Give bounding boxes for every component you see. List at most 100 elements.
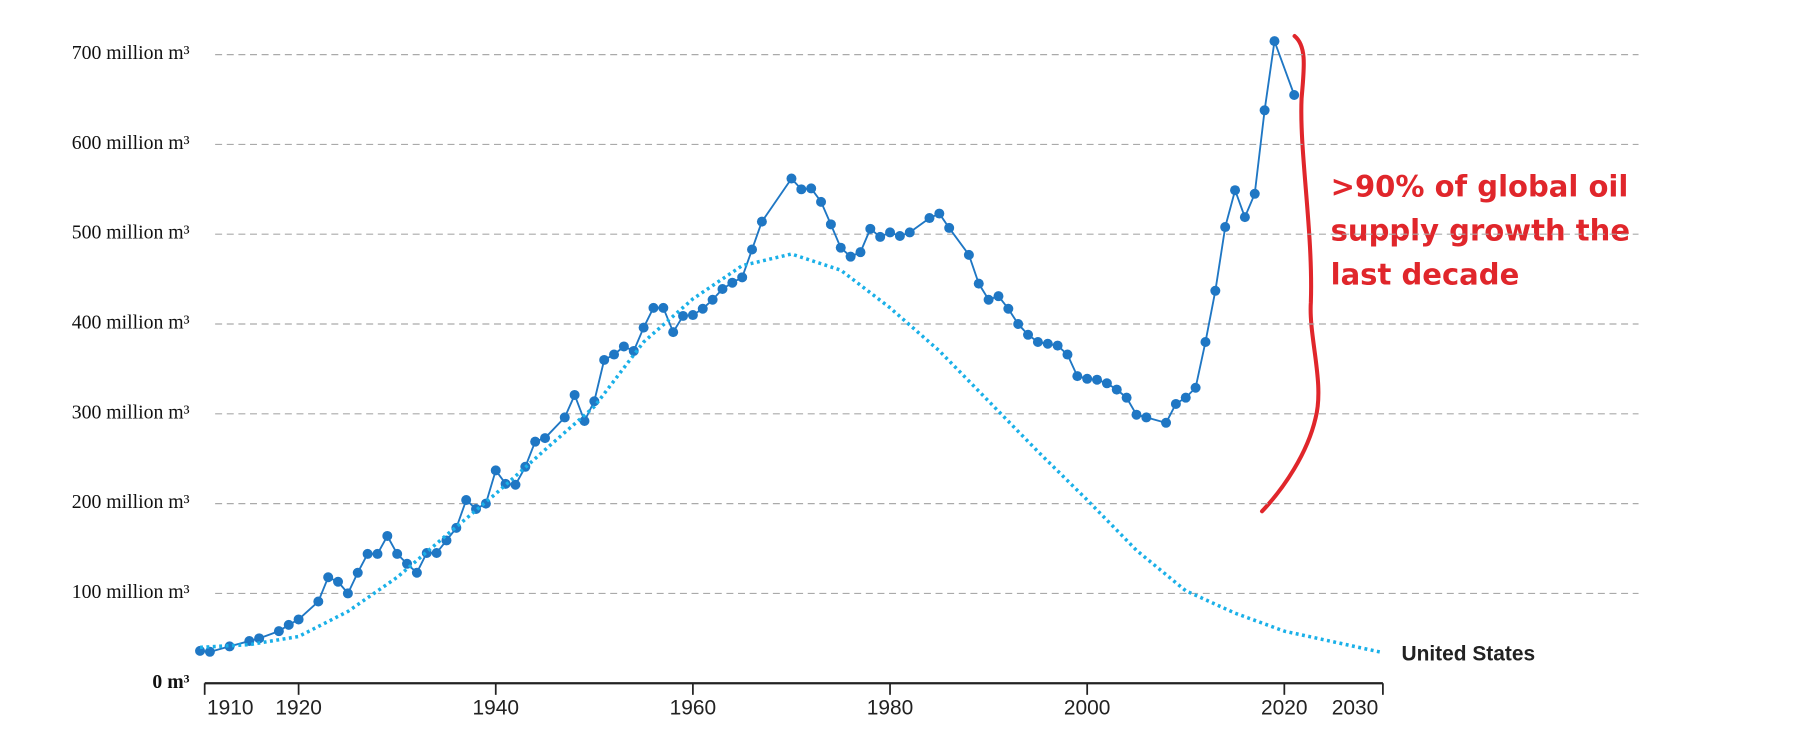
data-point (737, 272, 748, 283)
data-point (845, 251, 856, 262)
data-point (490, 465, 501, 476)
data-point (816, 196, 827, 207)
data-point (273, 626, 284, 637)
data-point (559, 412, 570, 423)
annotation: >90% of global oil supply growth the las… (1330, 169, 1631, 292)
data-point (796, 184, 807, 195)
data-point (1180, 392, 1191, 403)
data-point (1289, 90, 1300, 101)
y-tick-label: 500 million m³ (72, 222, 190, 244)
data-point (1013, 319, 1024, 330)
data-point (1200, 336, 1211, 347)
data-point (963, 249, 974, 260)
data-point (392, 548, 403, 559)
data-point (599, 354, 610, 365)
data-point (875, 231, 886, 242)
y-tick-label: 100 million m³ (72, 581, 190, 603)
data-point (1161, 417, 1172, 428)
data-point (1003, 303, 1014, 314)
y-tick-label: 600 million m³ (72, 132, 190, 154)
data-point (510, 479, 521, 490)
data-point (993, 291, 1004, 302)
data-point (1259, 105, 1270, 116)
data-point (352, 567, 363, 578)
data-point (668, 327, 679, 338)
y-tick-label: 200 million m³ (72, 491, 190, 513)
data-point (865, 223, 876, 234)
data-point (362, 548, 373, 559)
data-point (1101, 378, 1112, 389)
data-point (254, 633, 265, 644)
data-point (195, 645, 206, 656)
data-point (678, 310, 689, 321)
data-point (825, 219, 836, 230)
data-point (973, 278, 984, 289)
data-point (934, 208, 945, 219)
x-tick-label: 1910 (207, 696, 254, 719)
data-point (283, 619, 294, 630)
data-point (530, 436, 541, 447)
data-point (1239, 212, 1250, 223)
data-point (687, 310, 698, 321)
data-point (342, 588, 353, 599)
data-point (1269, 36, 1280, 47)
data-point (1092, 374, 1103, 385)
data-point (983, 294, 994, 305)
y-tick-label: 700 million m³ (72, 42, 190, 64)
data-point (204, 646, 215, 657)
data-point (697, 303, 708, 314)
x-tick-label: 1920 (275, 696, 322, 719)
data-point (885, 227, 896, 238)
x-tick-label: 2030 (1332, 696, 1379, 719)
annotation-box: >90% of global oil supply growth the las… (1330, 169, 1631, 292)
data-point (1072, 371, 1083, 382)
data-point (835, 242, 846, 253)
x-tick-label: 1980 (867, 696, 914, 719)
data-point (855, 247, 866, 258)
data-point (313, 596, 324, 607)
x-tick-label: 1940 (472, 696, 519, 719)
brace (1260, 33, 1321, 514)
data-point (1052, 340, 1063, 351)
data-point (540, 433, 551, 444)
data-point (609, 349, 620, 360)
data-point (372, 548, 383, 559)
data-point (894, 231, 905, 242)
series-label: United States (1401, 643, 1535, 666)
data-point (628, 345, 639, 356)
data-point (1141, 412, 1152, 423)
data-point (658, 302, 669, 313)
data-point (1032, 336, 1043, 347)
data-point (756, 216, 767, 227)
data-point (461, 495, 472, 506)
x-tick-label: 1960 (670, 696, 717, 719)
data-point (1111, 384, 1122, 395)
data-point (1042, 338, 1053, 349)
data-point (648, 302, 659, 313)
data-point (293, 614, 304, 625)
data-point (786, 173, 797, 184)
data-point (333, 576, 344, 587)
x-tick-label: 2000 (1064, 696, 1111, 719)
data-point (904, 227, 915, 238)
data-point (1170, 398, 1181, 409)
data-point (431, 548, 442, 559)
data-point (382, 530, 393, 541)
data-point (1023, 329, 1034, 340)
data-point (1131, 409, 1142, 420)
data-point (1062, 349, 1073, 360)
data-point (1210, 285, 1221, 296)
data-point (717, 283, 728, 294)
y-tick-label: 0 m³ (152, 671, 189, 693)
data-line (199, 40, 1296, 653)
data-point (1249, 188, 1260, 199)
y-tick-label: 400 million m³ (72, 312, 190, 334)
data-point (1220, 222, 1231, 233)
data-point (618, 341, 629, 352)
data-point (579, 416, 590, 427)
x-tick-label: 2020 (1261, 696, 1308, 719)
data-point (569, 389, 580, 400)
data-point (1230, 185, 1241, 196)
data-point (1121, 392, 1132, 403)
